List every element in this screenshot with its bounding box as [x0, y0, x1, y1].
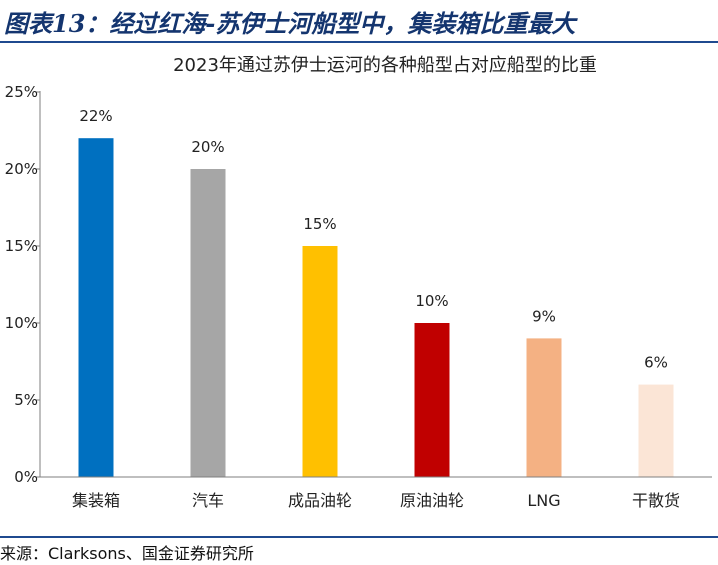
y-tick-label: 5% [14, 391, 38, 409]
x-tick-label: 成品油轮 [288, 491, 352, 510]
y-tick-label: 10% [5, 314, 38, 332]
bar-5 [526, 338, 562, 477]
data-label: 22% [79, 107, 112, 125]
bar-3 [302, 246, 338, 477]
y-tick-label: 25% [5, 83, 38, 101]
data-label: 15% [303, 215, 336, 233]
data-label: 6% [644, 354, 668, 372]
x-tick-label: 汽车 [192, 491, 224, 510]
title-divider [0, 41, 718, 43]
source-note: 来源：Clarksons、国金证券研究所 [0, 544, 254, 563]
bar-4 [414, 323, 450, 477]
bar-chart: 2023年通过苏伊士运河的各种船型占对应船型的比重 0% 5% 10% 15% 20% 2… [5, 55, 712, 510]
figure-title: 图表13：经过红海-苏伊士河船型中，集装箱比重最大 [4, 9, 576, 38]
data-label: 9% [532, 307, 556, 325]
x-tick-label: 干散货 [632, 491, 680, 510]
source-divider [0, 536, 718, 538]
bar-2 [190, 169, 226, 477]
y-tick-label: 15% [5, 237, 38, 255]
data-label: 10% [415, 292, 448, 310]
bar-1 [78, 138, 114, 477]
bar-6 [638, 384, 674, 477]
x-tick-label: 集装箱 [72, 491, 120, 510]
x-tick-label: LNG [527, 491, 560, 510]
chart-title: 2023年通过苏伊士运河的各种船型占对应船型的比重 [173, 55, 597, 76]
y-tick-label: 0% [14, 468, 38, 486]
y-tick-label: 20% [5, 160, 38, 178]
x-tick-label: 原油油轮 [400, 491, 464, 510]
data-label: 20% [191, 138, 224, 156]
